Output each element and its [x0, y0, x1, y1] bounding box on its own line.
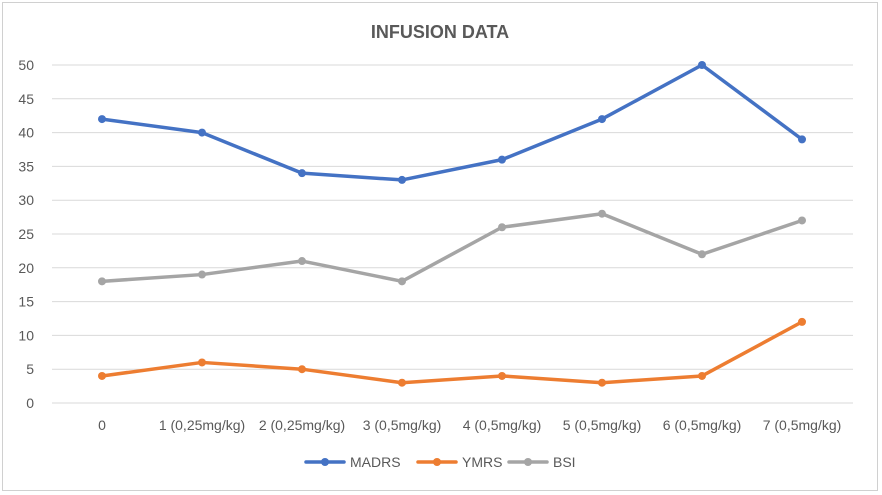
y-tick-label: 25: [18, 226, 34, 242]
x-axis-ticks: 0 1 (0,25mg/kg) 2 (0,25mg/kg) 3 (0,5mg/kg) 4…: [98, 417, 841, 433]
legend-item-ymrs: YMRS: [416, 454, 502, 470]
data-point-bsi: [598, 209, 606, 218]
data-point-bsi: [398, 277, 406, 286]
data-point-ymrs: [298, 365, 306, 374]
x-tick-label: 3 (0,5mg/kg): [363, 417, 442, 433]
data-point-madrs: [498, 155, 506, 164]
y-tick-label: 10: [18, 327, 34, 343]
y-tick-label: 5: [26, 361, 34, 377]
x-tick-label: 5 (0,5mg/kg): [563, 417, 642, 433]
data-point-ymrs: [198, 358, 206, 367]
y-tick-label: 50: [18, 57, 34, 73]
x-tick-label: 4 (0,5mg/kg): [463, 417, 542, 433]
series-ymrs: [98, 317, 806, 387]
legend-item-bsi: BSI: [507, 454, 576, 470]
series-madrs: [98, 61, 806, 184]
data-point-madrs: [198, 128, 206, 137]
data-point-ymrs: [698, 371, 706, 380]
y-axis-ticks: 0 5 10 15 20 25 30 35 40 45 50: [18, 57, 34, 411]
x-tick-label: 1 (0,25mg/kg): [159, 417, 245, 433]
x-tick-label: 7 (0,5mg/kg): [763, 417, 842, 433]
series-bsi: [98, 209, 806, 286]
legend-label: MADRS: [350, 454, 401, 470]
data-point-bsi: [698, 250, 706, 259]
y-tick-label: 20: [18, 260, 34, 276]
series-line-bsi: [100, 211, 804, 284]
legend-item-madrs: MADRS: [304, 454, 401, 470]
y-tick-label: 0: [26, 395, 34, 411]
legend-label: BSI: [553, 454, 576, 470]
data-point-madrs: [398, 175, 406, 184]
data-point-ymrs: [98, 371, 106, 380]
data-point-bsi: [98, 277, 106, 286]
series-group: [98, 61, 806, 387]
data-point-ymrs: [598, 378, 606, 387]
y-tick-label: 15: [18, 294, 34, 310]
data-point-madrs: [98, 115, 106, 124]
legend: MADRS YMRS BSI: [304, 454, 576, 470]
series-line-madrs: [100, 63, 804, 182]
data-point-bsi: [798, 216, 806, 225]
legend-marker: [524, 458, 532, 466]
data-point-madrs: [598, 115, 606, 124]
y-tick-label: 45: [18, 91, 34, 107]
x-tick-label: 2 (0,25mg/kg): [259, 417, 345, 433]
chart-title: INFUSION DATA: [371, 22, 509, 42]
data-point-bsi: [298, 257, 306, 266]
legend-label: YMRS: [462, 454, 502, 470]
legend-marker: [433, 458, 441, 466]
data-point-bsi: [198, 270, 206, 279]
data-point-ymrs: [798, 317, 806, 326]
data-point-madrs: [298, 169, 306, 178]
series-line-ymrs: [100, 320, 804, 385]
legend-marker: [321, 458, 329, 466]
x-tick-label: 0: [98, 417, 106, 433]
data-point-ymrs: [398, 378, 406, 387]
data-point-ymrs: [498, 371, 506, 380]
data-point-madrs: [698, 61, 706, 69]
y-tick-label: 40: [18, 125, 34, 141]
gridlines: [52, 64, 853, 404]
x-tick-label: 6 (0,5mg/kg): [663, 417, 742, 433]
data-point-bsi: [498, 223, 506, 232]
y-tick-label: 30: [18, 192, 34, 208]
y-tick-label: 35: [18, 158, 34, 174]
data-point-madrs: [798, 135, 806, 144]
